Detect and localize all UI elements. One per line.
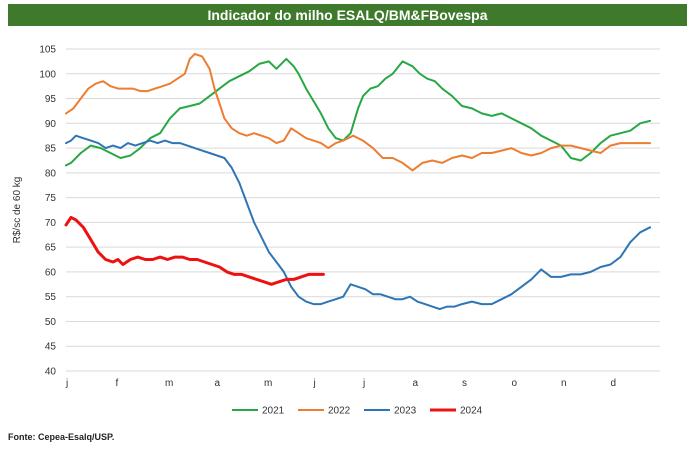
y-axis-ticks: 40 45 50 55 60 65 70 75 80 85 90 95 100 105 (39, 45, 56, 378)
y-tick-label: 100 (39, 69, 56, 80)
y-tick-label: 55 (45, 292, 57, 303)
y-tick-label: 40 (45, 367, 57, 378)
series-line-2023 (65, 134, 652, 311)
x-tick-label: a (413, 378, 419, 389)
x-tick-label: j (65, 378, 68, 389)
x-tick-label: d (611, 378, 617, 389)
source-note: Fonte: Cepea-Esalq/USP. (8, 432, 115, 442)
series-line-2024 (64, 215, 325, 286)
y-tick-label: 105 (39, 45, 56, 56)
x-tick-label: j (362, 378, 365, 389)
x-tick-label: o (512, 378, 518, 389)
legend-label: 2021 (262, 406, 285, 417)
y-tick-label: 80 (45, 168, 57, 179)
series-lines (64, 53, 652, 311)
y-tick-label: 50 (45, 317, 57, 328)
x-tick-label: m (165, 378, 173, 389)
x-tick-label: n (561, 378, 567, 389)
line-chart: R$/sc de 60 kg 40 45 50 55 60 65 70 75 80 85 90 95 1… (12, 45, 660, 417)
series-line-2022 (65, 53, 652, 172)
y-tick-label: 75 (45, 193, 57, 204)
y-tick-label: 90 (45, 119, 57, 130)
y-axis-label: R$/sc de 60 kg (12, 177, 23, 244)
chart-title: Indicador do milho ESALQ/BM&FBovespa (8, 4, 687, 26)
legend-label: 2022 (328, 406, 351, 417)
y-tick-label: 95 (45, 94, 57, 105)
y-tick-label: 65 (45, 243, 57, 254)
x-tick-label: j (313, 378, 316, 389)
x-tick-label: a (215, 378, 221, 389)
y-tick-label: 60 (45, 267, 57, 278)
legend-label: 2023 (394, 406, 417, 417)
gridlines (66, 48, 660, 372)
x-tick-label: f (116, 378, 119, 389)
y-tick-label: 85 (45, 144, 57, 155)
legend-label: 2024 (460, 406, 483, 417)
x-tick-label: s (462, 378, 467, 389)
x-tick-label: m (264, 378, 272, 389)
series-line-2021 (65, 57, 652, 167)
y-tick-label: 70 (45, 218, 57, 229)
legend: 2021 2022 2023 2024 (232, 406, 483, 417)
y-tick-label: 45 (45, 342, 57, 353)
